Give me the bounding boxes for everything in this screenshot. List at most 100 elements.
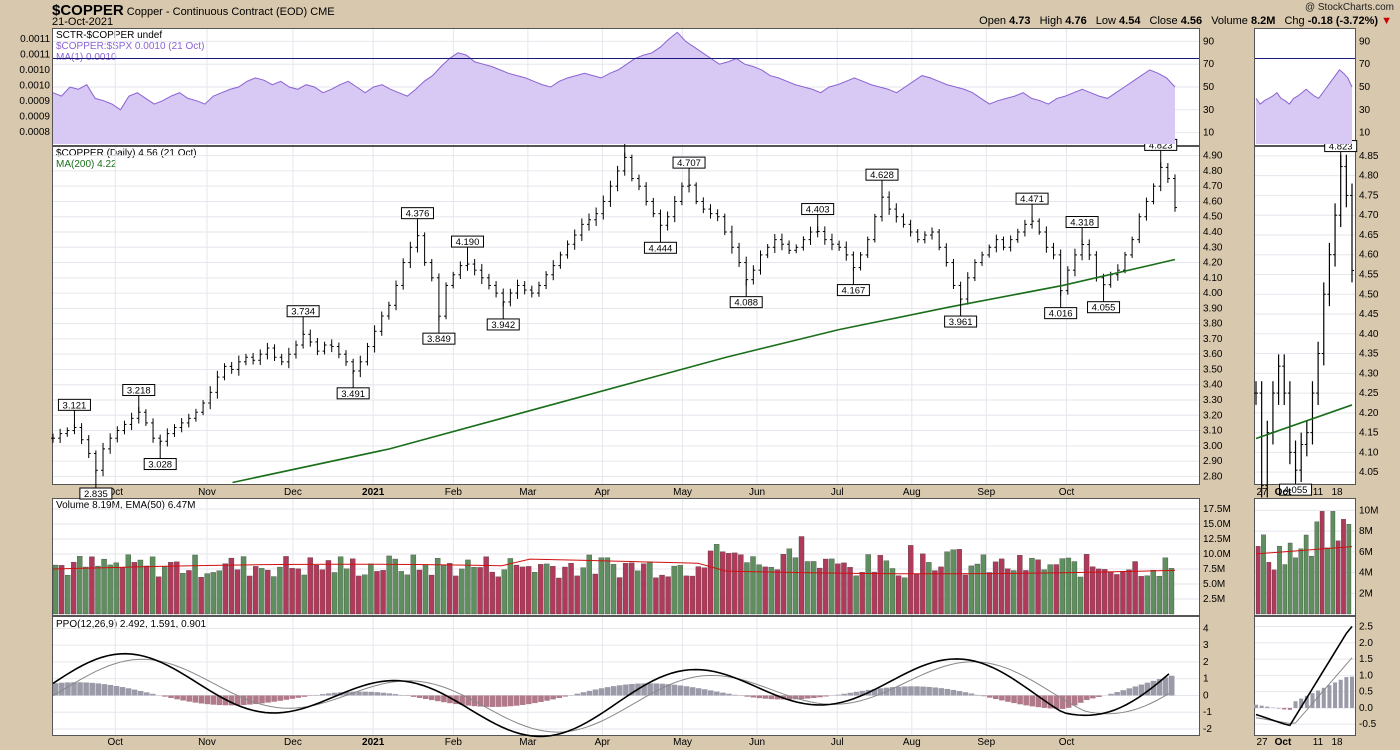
ratio-tick-label: 0.0010	[19, 81, 50, 92]
volume-bar	[647, 561, 653, 615]
volume-tick-label: 7.5M	[1203, 564, 1225, 575]
ppo-histogram-bar	[416, 695, 423, 698]
zoom-price-tick-label: 4.15	[1359, 428, 1379, 439]
ppo-histogram-bar	[744, 695, 750, 697]
down-arrow-icon: ▼	[1381, 15, 1392, 27]
annotation-box	[422, 332, 456, 345]
annotation-label: 3.491	[341, 389, 365, 400]
volume-bar	[695, 566, 702, 615]
volume-bar	[1083, 554, 1090, 615]
volume-bar	[483, 556, 489, 615]
zoom-ppo-histogram-bar	[1344, 677, 1349, 708]
volume-bar	[459, 568, 465, 615]
ppo-histogram-bar	[253, 695, 259, 705]
zoom-volume-bar	[1293, 557, 1298, 615]
zoom-ppo-tick-label: 0.5	[1359, 687, 1373, 698]
volume-bar	[1011, 570, 1017, 615]
volume-bar	[992, 561, 999, 615]
ppo-histogram-bar	[295, 695, 302, 698]
volume-bar	[246, 575, 253, 615]
price-tick-label: 3.50	[1203, 364, 1223, 375]
price-tick-label: 3.20	[1203, 410, 1223, 421]
ppo-histogram-bar	[647, 683, 653, 696]
zoom-price-tick-label: 4.85	[1359, 151, 1379, 162]
quote-bar: Open 4.73 High 4.76 Low 4.54 Close 4.56 …	[979, 15, 1392, 27]
open-value: 4.73	[1009, 15, 1031, 27]
annotation-label: 4.055	[1092, 303, 1116, 314]
volume-bar	[738, 554, 744, 615]
zoom-sctr-tick-label: 90	[1359, 36, 1371, 47]
month-label: Nov	[198, 487, 216, 498]
ppo-histogram-bar	[1023, 695, 1029, 706]
volume-bar	[1162, 557, 1169, 615]
ppo-histogram-bar	[962, 692, 969, 696]
ppo-histogram-bar	[519, 695, 526, 705]
sctr-legend: SCTR-$COPPER undef $COPPER:$SPX 0.0010 (…	[56, 30, 204, 63]
zoom-price-tick-label: 4.40	[1359, 329, 1379, 340]
annotation-label: 4.628	[870, 170, 894, 181]
zoom-ppo-signal-line	[1255, 657, 1353, 724]
annotation-label: 3.942	[491, 320, 515, 331]
ppo-histogram-bar	[768, 695, 775, 700]
zoom-volume-tick-label: 4M	[1359, 568, 1373, 579]
zoom-price-tick-label: 4.05	[1359, 467, 1379, 478]
volume-bar	[1156, 575, 1163, 615]
volume-bar	[968, 565, 975, 615]
ppo-histogram-bar	[356, 691, 362, 696]
volume-bar	[416, 569, 423, 615]
annotation-label: 3.961	[949, 317, 973, 328]
chart-date: 21-Oct-2021	[52, 16, 114, 28]
ppo-histogram-bar	[507, 695, 514, 707]
ppo-histogram-bar	[1077, 695, 1084, 703]
ppo-histogram-bar	[986, 695, 993, 698]
price-tick-label: 4.20	[1203, 258, 1223, 269]
ma200-line	[232, 258, 1176, 484]
volume-bar	[859, 572, 865, 615]
volume-bar	[228, 557, 235, 615]
price-tick-label: 3.70	[1203, 334, 1223, 345]
ppo-histogram-bar	[1071, 695, 1078, 706]
volume-bar	[422, 564, 429, 615]
volume-bar	[513, 564, 520, 615]
ppo-histogram-bar	[805, 695, 811, 699]
ppo-histogram-bar	[708, 690, 714, 696]
volume-bar	[574, 575, 580, 615]
ppo-histogram-bar	[210, 695, 217, 705]
volume-bar	[1065, 557, 1072, 615]
ppo-histogram-bar	[386, 693, 393, 696]
price-tick-label: 3.90	[1203, 303, 1223, 314]
ppo-histogram-bar	[859, 690, 866, 696]
volume-bar	[465, 559, 471, 615]
zoom-price-tick-label: 4.60	[1359, 250, 1379, 261]
zoom-ppo-histogram-bar	[1350, 676, 1354, 708]
ppo-histogram-bar	[871, 689, 878, 696]
ppo-histogram-bar	[277, 695, 283, 701]
volume-bar	[1017, 555, 1023, 615]
annotation-label: 2.835	[84, 489, 108, 500]
sctr-line	[52, 31, 1176, 111]
ppo-histogram-bar	[889, 687, 896, 696]
volume-bar	[677, 565, 683, 615]
annotation-box	[944, 315, 978, 328]
zoom-price-tick-label: 4.35	[1359, 349, 1379, 360]
price-tick-label: 3.80	[1203, 319, 1223, 330]
ppo-histogram-bar	[143, 692, 150, 696]
ppo-histogram-bar	[344, 691, 350, 696]
volume-bar	[350, 558, 356, 615]
month-label: Dec	[284, 737, 302, 748]
ppo-histogram-bar	[896, 686, 902, 696]
ratio-tick-label: 0.0009	[19, 96, 50, 107]
sctr-area	[53, 32, 1175, 144]
zoom-sctr-line	[1255, 69, 1353, 105]
volume-bar	[398, 571, 404, 615]
ppo-histogram-bar	[604, 687, 611, 696]
ppo-histogram-bar	[301, 695, 308, 697]
volume-bar	[817, 567, 823, 615]
zoom-ppo-histogram-bar	[1254, 704, 1258, 708]
volume-bar	[434, 558, 441, 615]
zoom-volume-bar	[1303, 534, 1309, 615]
ppo-histogram-bar	[429, 695, 435, 701]
ppo-histogram-bar	[53, 683, 59, 696]
volume-bar	[71, 561, 77, 615]
volume-bar	[471, 567, 477, 615]
